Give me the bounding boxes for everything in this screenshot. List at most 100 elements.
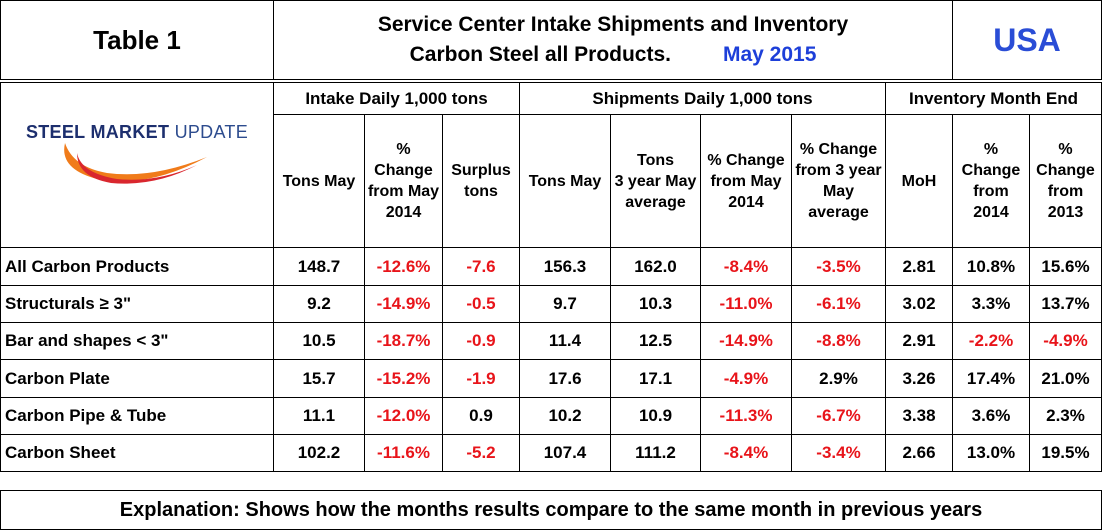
table-cell: -11.0% [700,285,792,323]
table-cell: 21.0% [1029,359,1102,398]
logo-wordmark: STEEL MARKET UPDATE [26,122,248,143]
table-cell: 2.3% [1029,397,1102,435]
column-header: % Change from 2013 [1029,114,1102,248]
table-label: Table 1 [0,0,274,80]
column-header-line: Tons May [282,172,356,190]
table-cell: -0.9 [442,322,520,360]
table-cell: -8.4% [700,434,792,472]
table-cell: 11.1 [273,397,365,435]
table-cell: 10.5 [273,322,365,360]
logo-word-2: MARKET [90,121,170,142]
table-cell: -1.9 [442,359,520,398]
row-label: Bar and shapes < 3" [0,322,274,360]
table-cell: 102.2 [273,434,365,472]
column-header-line: Change [1036,162,1095,179]
table-cell: -2.2% [952,322,1030,360]
group-header-shipments: Shipments Daily 1,000 tons [519,82,886,115]
table-cell: 111.2 [610,434,701,472]
table-cell: 0.9 [442,397,520,435]
table-cell: -0.5 [442,285,520,323]
title-line-1: Service Center Intake Shipments and Inve… [377,13,849,36]
table-cell: 17.4% [952,359,1030,398]
table-cell: 11.4 [519,322,611,360]
title-line-2-text: Carbon Steel all Products. [409,43,671,66]
column-header-line: MoH [901,172,937,190]
table-cell: 10.3 [610,285,701,323]
column-header: % Change from May 2014 [700,114,792,248]
table-cell: 13.0% [952,434,1030,472]
table-cell: -5.2 [442,434,520,472]
table-cell: 162.0 [610,247,701,286]
column-header: Tons May [273,114,365,248]
column-header: Tons May [519,114,611,248]
title-line-2: Carbon Steel all Products. May 2015 [410,40,817,70]
table-cell: 15.6% [1029,247,1102,286]
table-title: Service Center Intake Shipments and Inve… [273,0,953,80]
column-header-line: % Change [799,141,878,158]
column-header-line: 2014 [728,193,764,211]
table-cell: -4.9% [700,359,792,398]
column-header-line: average [625,193,686,211]
column-header-line: tons [464,183,498,200]
column-header-line: from [973,183,1009,200]
table-cell: -15.2% [364,359,443,398]
column-header-line: May [822,183,855,200]
table-cell: -11.3% [700,397,792,435]
table-cell: 3.26 [885,359,953,398]
table-cell: -6.1% [791,285,886,323]
column-header-line: % Change [707,151,785,169]
column-header-line: Tons May [528,172,602,190]
column-header-line: 3 year May [614,172,697,190]
logo-word-3: UPDATE [174,121,249,142]
table-cell: 13.7% [1029,285,1102,323]
row-label: All Carbon Products [0,247,274,286]
table-cell: 2.9% [791,359,886,398]
table-cell: 3.3% [952,285,1030,323]
column-header-line: from 3 year [795,162,882,179]
table-cell: 3.38 [885,397,953,435]
table-cell: 9.2 [273,285,365,323]
column-header-line: average [808,204,869,221]
logo-cell: STEEL MARKET UPDATE [0,82,274,248]
column-header-line: Change [961,162,1021,179]
row-label: Carbon Sheet [0,434,274,472]
table-cell: 10.2 [519,397,611,435]
table-cell: 148.7 [273,247,365,286]
table-cell: 156.3 [519,247,611,286]
table-cell: 12.5 [610,322,701,360]
table-cell: 3.02 [885,285,953,323]
column-header-line: % [396,141,411,158]
table-cell: 3.6% [952,397,1030,435]
table-cell: -11.6% [364,434,443,472]
column-header-line: 2014 [973,204,1009,221]
table-cell: 19.5% [1029,434,1102,472]
column-header: % Change from 2014 [952,114,1030,248]
column-header-line: from May [367,183,440,200]
column-header: % Change from May 2014 [364,114,443,248]
table-cell: -4.9% [1029,322,1102,360]
explanation-note: Explanation: Shows how the months result… [0,490,1102,530]
table-cell: -7.6 [442,247,520,286]
column-header-line: 2014 [385,204,422,221]
table-cell: 17.6 [519,359,611,398]
table-cell: 17.1 [610,359,701,398]
column-header: % Change from 3 year May average [791,114,886,248]
column-header: MoH [885,114,953,248]
table-cell: 10.8% [952,247,1030,286]
column-header: Tons 3 year May average [610,114,701,248]
row-label: Carbon Plate [0,359,274,398]
table-cell: -3.4% [791,434,886,472]
table-cell: -12.6% [364,247,443,286]
table-cell: -14.9% [700,322,792,360]
column-header-line: 2013 [1047,204,1084,221]
column-header-line: Change [374,162,433,179]
table-cell: -6.7% [791,397,886,435]
table-cell: 2.81 [885,247,953,286]
column-header-line: % [983,141,999,158]
row-label: Structurals ≥ 3" [0,285,274,323]
report-month: May 2015 [723,43,817,66]
table-cell: 10.9 [610,397,701,435]
country-label: USA [952,0,1102,80]
column-header-line: Surplus [451,162,511,179]
table-cell: 2.66 [885,434,953,472]
